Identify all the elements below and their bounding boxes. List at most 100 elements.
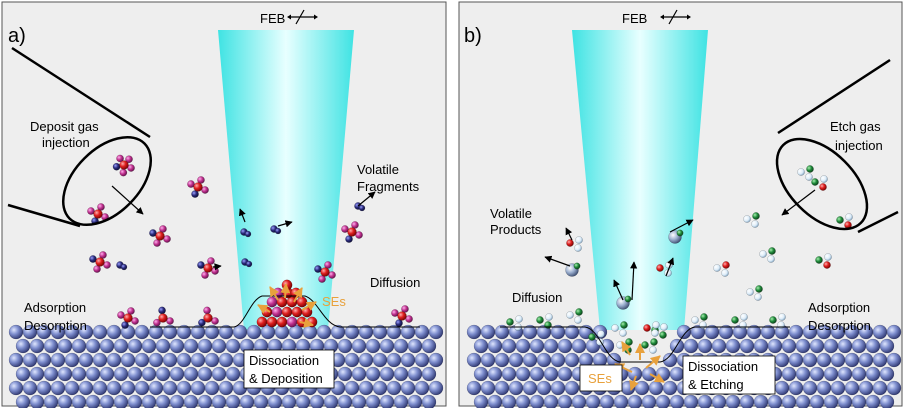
substrate-atom [494, 352, 510, 368]
substrate-atom [816, 352, 832, 368]
etchant-atom [652, 321, 660, 329]
substrate-atom [71, 366, 87, 382]
panel-b: b) FEB Etch gas injection Volatile Produ… [458, 1, 903, 408]
ses-box-b: SEs [579, 364, 623, 392]
precursor-ligand-atom [103, 261, 111, 269]
substrate-atom [872, 324, 888, 340]
substrate-atom [648, 380, 664, 396]
volatile-fragment-atom [120, 263, 128, 271]
etchant-atom [620, 321, 628, 329]
substrate-atom [655, 394, 671, 408]
precursor-ligand-atom [119, 168, 128, 177]
substrate-atom [92, 380, 108, 396]
precursor-center-atom [347, 227, 357, 237]
substrate-atom [358, 352, 374, 368]
etch-profile-b [500, 326, 790, 363]
etchant-atom [650, 338, 658, 346]
etchant-atom [699, 321, 707, 329]
precursor-ligand-atom [405, 315, 413, 323]
precursor-center-atom [123, 313, 133, 323]
substrate-atom [851, 366, 867, 382]
substrate-atom [865, 366, 881, 382]
precursor-ligand-atom [207, 257, 215, 265]
process-box-a: Dissociation & Deposition [243, 349, 335, 389]
precursor-ligand-atom [93, 265, 101, 273]
etchant-atom [625, 338, 633, 346]
precursor-ligand-atom [127, 164, 135, 172]
etch-gas-nozzle [775, 58, 899, 234]
substrate-atom [529, 394, 545, 408]
nozzle-label-b-line1: Etch gas [830, 119, 881, 134]
substrate-atom [386, 380, 402, 396]
substrate-atom [22, 380, 38, 396]
feb-label: FEB [260, 11, 285, 26]
feb-tilt-icon [662, 9, 689, 25]
substrate-atom [197, 394, 213, 408]
substrate-atom [400, 380, 416, 396]
etchant-atom [691, 316, 699, 324]
substrate-atom [281, 394, 297, 408]
precursor-center-atom [203, 263, 213, 273]
substrate-atom [372, 352, 388, 368]
substrate-atom [246, 324, 262, 340]
ses-label-b: SEs [588, 371, 612, 386]
substrate-atom [641, 366, 657, 382]
substrate-atom [379, 338, 395, 354]
substrate-atom [865, 338, 881, 354]
substrate-atom [536, 380, 552, 396]
substrate-atom [501, 338, 517, 354]
flow-arrows-b [544, 189, 816, 301]
substrate-atom [697, 394, 713, 408]
substrate-atom [148, 380, 164, 396]
substrate-atom [64, 352, 80, 368]
precursor-ligand-atom [112, 162, 121, 171]
etchant-atom [754, 293, 762, 301]
substrate-atom [522, 380, 538, 396]
substrate-atom [501, 366, 517, 382]
substrate-atom [858, 380, 874, 396]
substrate-atom [879, 366, 895, 382]
etchant-atom [641, 341, 649, 349]
precursor-ligand-atom [401, 305, 409, 313]
substrate-atom [183, 394, 199, 408]
precursor-ligand-atom [211, 317, 219, 325]
deposit-atom [296, 296, 308, 308]
substrate-atom [795, 394, 811, 408]
substrate-atom [557, 394, 573, 408]
etchant-atom [752, 212, 760, 220]
etchant-atom [740, 313, 748, 321]
etchant-atom [656, 264, 664, 272]
etchant-atom [588, 333, 596, 341]
substrate-atom [379, 366, 395, 382]
substrate-atom [480, 380, 496, 396]
etchant-atom [544, 321, 552, 329]
precursor-center-atom [95, 257, 105, 267]
se-arrows-a [257, 283, 317, 328]
substrate-atom [225, 338, 241, 354]
substrate-atom [337, 394, 353, 408]
precursor-center-atom [203, 313, 213, 323]
substrate-atom [466, 352, 482, 368]
etchant-atom [806, 165, 814, 173]
precursor-ligand-atom [351, 221, 359, 229]
substrate-atom [351, 394, 367, 408]
feb-label: FEB [622, 11, 647, 26]
etchant-atom [751, 220, 759, 228]
deposit-atom [281, 306, 293, 318]
precursor-ligand-atom [117, 311, 125, 319]
substrate-atom [407, 394, 423, 408]
substrate-atom [57, 338, 73, 354]
precursor-ligand-atom [149, 229, 157, 237]
substrate-atom [323, 394, 339, 408]
substrate-atom [50, 352, 66, 368]
substrate-atom [183, 338, 199, 354]
substrate-atom [57, 394, 73, 408]
substrate-atom [676, 324, 692, 340]
substrate-atom [148, 352, 164, 368]
substrate-atom [134, 352, 150, 368]
substrate-atom [57, 366, 73, 382]
substrate-atom [169, 338, 185, 354]
substrate-atom [788, 380, 804, 396]
substrate-atom [557, 338, 573, 354]
substrate-atom [837, 366, 853, 382]
